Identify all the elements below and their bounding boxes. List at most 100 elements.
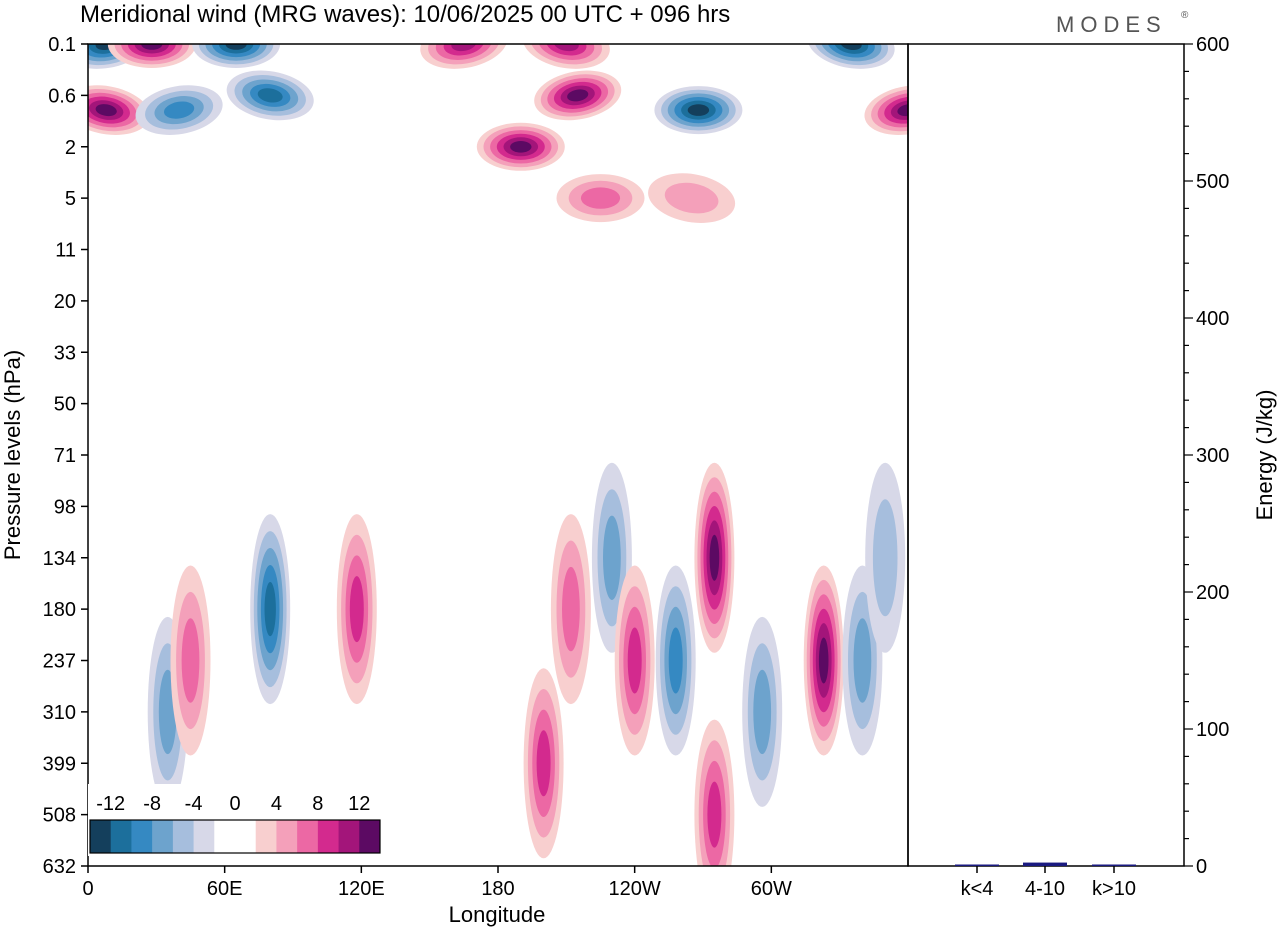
colorbar-swatch xyxy=(110,820,132,853)
energy-tick-label: 300 xyxy=(1196,445,1229,467)
x-axis-label: Longitude xyxy=(449,902,546,927)
longitude-tick-label: 0 xyxy=(82,878,93,900)
contour-feature xyxy=(654,86,743,135)
energy-bar xyxy=(1023,862,1067,866)
colorbar-label: 0 xyxy=(229,793,240,815)
contour-feature xyxy=(742,616,783,807)
energy-tick-label: 0 xyxy=(1196,856,1207,878)
contour-feature xyxy=(842,565,883,756)
energy-tick-label: 400 xyxy=(1196,308,1229,330)
contour-band xyxy=(707,781,722,848)
contour-feature xyxy=(534,70,622,121)
pressure-tick-label: 310 xyxy=(43,702,76,724)
contour-band xyxy=(890,100,908,120)
pressure-tick-label: 50 xyxy=(54,394,76,416)
colorbar-frame xyxy=(89,819,381,854)
longitude-tick-label: 60W xyxy=(751,878,792,900)
contour-band xyxy=(225,44,247,50)
colorbar-label: -8 xyxy=(143,793,161,815)
contour-feature xyxy=(226,70,314,121)
contour-band xyxy=(349,576,364,643)
contour-band xyxy=(257,88,283,103)
contour-feature xyxy=(250,514,291,705)
colorbar-swatch xyxy=(90,820,112,853)
pressure-tick-label: 632 xyxy=(43,856,76,878)
pressure-tick-label: 98 xyxy=(54,496,76,518)
contour-feature xyxy=(192,44,281,68)
contour-band xyxy=(264,582,276,637)
category-label: k>10 xyxy=(1092,878,1136,900)
pressure-tick-label: 33 xyxy=(54,342,76,364)
energy-bar xyxy=(1092,864,1136,866)
energy-tick-label: 200 xyxy=(1196,582,1229,604)
contour-band xyxy=(818,637,829,684)
colorbar-swatch xyxy=(317,820,340,853)
pressure-axis: 0.1 0.6 2 5 11 20 33 50 71 98 134 180 237 310 399 508 63… xyxy=(43,34,88,878)
contour-feature xyxy=(170,565,211,756)
colorbar-label: 12 xyxy=(348,793,370,815)
contour-band xyxy=(872,499,898,617)
colorbar-label: -12 xyxy=(96,793,125,815)
category-label: k<4 xyxy=(961,878,994,900)
longitude-axis: 0 60E 120E 180 120W 60W xyxy=(82,866,792,900)
contour-feature xyxy=(865,462,906,653)
longitude-tick-label: 180 xyxy=(481,878,514,900)
contour-band xyxy=(580,187,621,209)
energy-tick-label: 500 xyxy=(1196,171,1229,193)
contour-band xyxy=(141,44,163,50)
colorbar-swatch xyxy=(255,820,277,853)
contour-feature xyxy=(88,85,150,135)
contour-band xyxy=(687,104,710,116)
contour-feature xyxy=(614,565,655,756)
contour-band xyxy=(840,44,862,51)
contour-feature xyxy=(336,514,377,705)
contour-feature xyxy=(135,85,223,135)
contour-band xyxy=(163,101,195,119)
contour-band xyxy=(510,141,532,153)
contour-band xyxy=(546,44,587,56)
colorbar-swatch xyxy=(152,820,174,853)
contour-blobs xyxy=(88,44,908,866)
contour-feature xyxy=(107,44,196,68)
category-label: 4-10 xyxy=(1025,878,1065,900)
pressure-tick-label: 237 xyxy=(43,651,76,673)
longitude-tick-label: 120E xyxy=(338,878,385,900)
energy-tick-label: 100 xyxy=(1196,719,1229,741)
pressure-tick-label: 11 xyxy=(55,240,76,262)
energy-plot-frame xyxy=(907,43,1185,867)
colorbar-label: 4 xyxy=(271,793,282,815)
contour-band xyxy=(627,627,642,694)
modes-logo: MODES xyxy=(1056,12,1167,37)
colorbar-swatch xyxy=(214,820,236,853)
contour-feature xyxy=(655,565,696,756)
contour-band xyxy=(664,182,719,214)
colorbar-swatch xyxy=(193,820,215,853)
pressure-tick-label: 2 xyxy=(65,137,76,159)
pressure-tick-label: 5 xyxy=(65,188,76,210)
colorbar-swatch xyxy=(359,820,381,853)
pressure-tick-label: 0.6 xyxy=(48,85,76,107)
colorbar-legend: -12 -8 -4 0 4 8 12 xyxy=(88,784,384,856)
pressure-tick-label: 134 xyxy=(43,548,76,570)
contour-band xyxy=(181,618,200,703)
longitude-tick-label: 60E xyxy=(207,878,243,900)
contour-plot-area xyxy=(88,44,908,866)
energy-tick-label: 600 xyxy=(1196,34,1229,56)
colorbar-swatch xyxy=(172,820,195,853)
colorbar-swatch xyxy=(235,820,257,853)
energy-axis: 0 100 200 300 400 500 600 xyxy=(1184,34,1229,878)
y-axis-label: Pressure levels (hPa) xyxy=(0,350,25,560)
contour-feature xyxy=(694,462,735,653)
pressure-tick-label: 508 xyxy=(43,805,76,827)
energy-bars: k<4 4-10 k>10 xyxy=(955,862,1136,900)
contour-feature xyxy=(550,514,591,705)
colorbar-swatch xyxy=(338,820,360,853)
contour-feature xyxy=(803,565,844,756)
contour-feature xyxy=(556,174,645,223)
contour-feature xyxy=(523,668,564,859)
contour-band xyxy=(668,627,683,694)
colorbar-label: 8 xyxy=(312,793,323,815)
pressure-tick-label: 20 xyxy=(54,291,76,313)
longitude-tick-label: 120W xyxy=(609,878,661,900)
